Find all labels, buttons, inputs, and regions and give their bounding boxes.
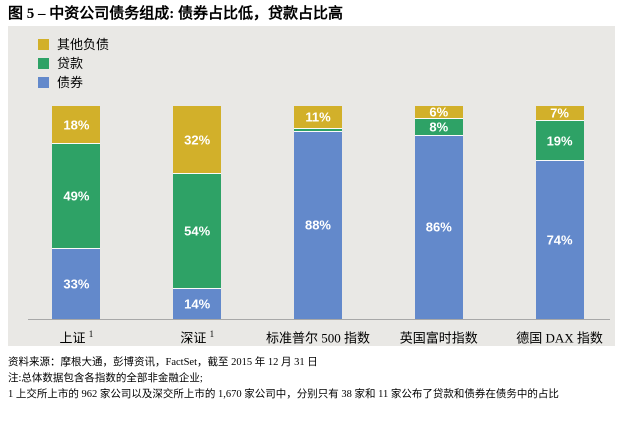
bar-column: 11%1%88% bbox=[258, 106, 379, 319]
segment-value-label: 88% bbox=[304, 217, 331, 233]
page-title: 图 5 – 中资公司债务组成: 债券占比低，贷款占比高 bbox=[8, 4, 343, 24]
bar-column: 7% 19% 74% bbox=[499, 105, 620, 319]
segment-value-label: 14% bbox=[184, 296, 211, 312]
note-line: 注:总体数据包含各指数的全部非金融企业; bbox=[8, 373, 203, 384]
legend-item-other-liabilities: 其他负债 bbox=[38, 35, 109, 54]
segment-value-label: 54% bbox=[184, 223, 211, 239]
x-axis-category-label: 标准普尔 500 指数 bbox=[265, 330, 370, 346]
segment-value-label: 32% bbox=[184, 132, 211, 148]
title-normal: 图 5 – 中资公司债务组成: bbox=[8, 6, 178, 22]
legend: 其他负债 贷款 债券 bbox=[38, 35, 109, 92]
axis-labels: 上证 1 深证 1 标准普尔 500 指数 英国富时指数 德国 DAX 指数 bbox=[16, 325, 620, 347]
x-axis-category-label: 德国 DAX 指数 bbox=[516, 330, 603, 346]
stacked-bar: 18% 49% 33% bbox=[52, 106, 101, 319]
legend-label: 其他负债 bbox=[57, 36, 110, 52]
bar-segment: 11% bbox=[293, 106, 342, 130]
bar-segment: 33% bbox=[52, 248, 101, 319]
stacked-bar: 6% 8% 86% bbox=[414, 104, 463, 319]
x-axis-category-label: 英国富时指数 bbox=[399, 330, 478, 346]
stacked-bar: 32% 54% 14% bbox=[173, 106, 222, 319]
legend-label: 贷款 bbox=[57, 55, 84, 71]
bar-segment: 49% bbox=[52, 144, 101, 249]
bar-segment: 74% bbox=[535, 161, 584, 319]
segment-value-label: 74% bbox=[546, 232, 573, 248]
segment-value-label: 18% bbox=[63, 117, 90, 133]
bar-segment: 88% bbox=[293, 131, 342, 319]
bar-column: 6% 8% 86% bbox=[378, 104, 499, 319]
segment-value-label: 19% bbox=[546, 133, 573, 149]
x-axis-line bbox=[28, 319, 610, 320]
segment-value-label: 6% bbox=[429, 104, 449, 120]
bar-segment: 32% bbox=[173, 106, 222, 175]
segment-value-label: 33% bbox=[63, 276, 90, 292]
bar-segment: 6% bbox=[414, 104, 463, 120]
bar-column: 18% 49% 33% bbox=[16, 106, 137, 319]
loans-swatch-icon bbox=[38, 58, 49, 69]
bar-segment: 86% bbox=[414, 135, 463, 319]
bar-segment: 19% bbox=[535, 120, 584, 162]
bars-row: 18% 49% 33% 32% 54% 14% 11%1%88% 6%8% 86% 7% 19% 74… bbox=[16, 104, 620, 319]
segment-value-label: 11% bbox=[305, 109, 331, 125]
stacked-bar: 11%1%88% bbox=[293, 106, 342, 319]
legend-item-loans: 贷款 bbox=[38, 54, 109, 73]
bonds-swatch-icon bbox=[38, 77, 49, 88]
footnote-1: 1 上交所上市的 962 家公司以及深交所上市的 1,670 家公司中，分别只有… bbox=[8, 389, 559, 400]
segment-value-label: 8% bbox=[429, 119, 449, 135]
stacked-bar: 7% 19% 74% bbox=[535, 105, 584, 319]
bar-column: 32% 54% 14% bbox=[137, 106, 258, 319]
chart-plot-area: 其他负债 贷款 债券 18%49%33%32%54%14%11%1%88%6%8… bbox=[8, 26, 615, 346]
title-emphasis: 债券占比低，贷款占比高 bbox=[178, 6, 344, 22]
segment-value-label: 86% bbox=[425, 219, 452, 235]
bar-segment: 8% bbox=[414, 118, 463, 136]
segment-value-label: 49% bbox=[63, 188, 90, 204]
bar-segment: 54% bbox=[173, 174, 222, 290]
source-note: 资料来源：摩根大通，彭博资讯，FactSet，截至 2015 年 12 月 31… bbox=[8, 357, 318, 368]
x-axis-category-label: 上证 1 bbox=[59, 329, 94, 346]
segment-value-label: 7% bbox=[550, 105, 569, 121]
other-liabilities-swatch-icon bbox=[38, 39, 49, 50]
footnotes: 资料来源：摩根大通，彭博资讯，FactSet，截至 2015 年 12 月 31… bbox=[8, 355, 618, 403]
bar-segment: 7% bbox=[535, 105, 584, 121]
legend-label: 债券 bbox=[57, 74, 84, 90]
x-axis-category-label: 深证 1 bbox=[180, 329, 215, 346]
bar-segment: 18% bbox=[52, 106, 101, 145]
legend-item-bonds: 债券 bbox=[38, 73, 109, 92]
bar-segment: 14% bbox=[173, 289, 222, 319]
